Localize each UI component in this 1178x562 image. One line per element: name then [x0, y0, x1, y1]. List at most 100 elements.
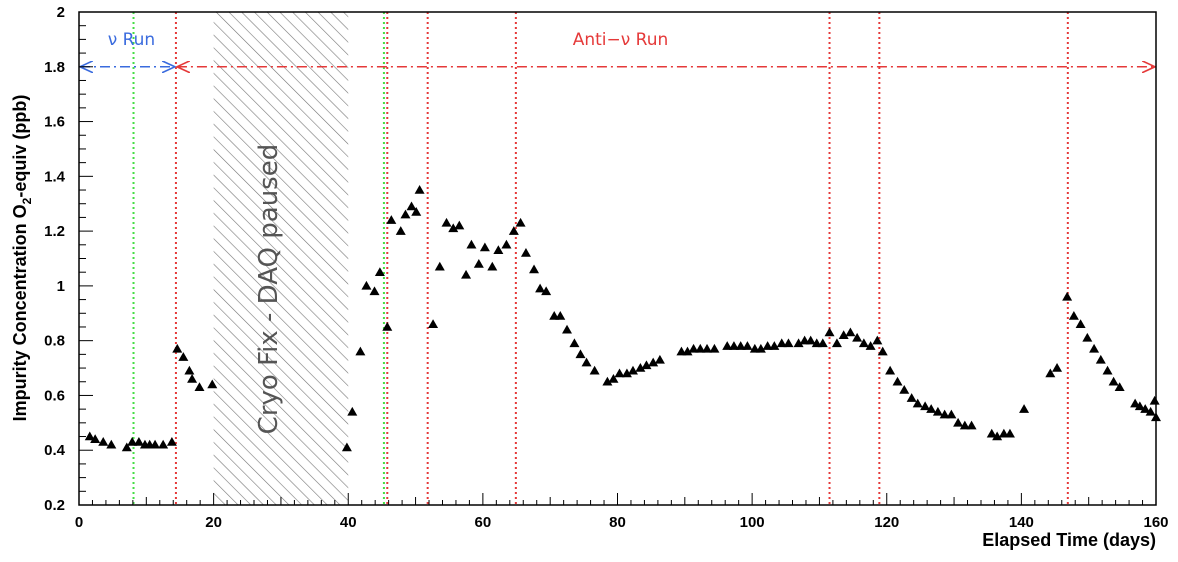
y-tick-label: 0.4: [44, 442, 66, 459]
data-point: [865, 341, 876, 350]
run-arrows-layer: ν Run Anti−ν Run: [80, 30, 1155, 67]
data-point: [441, 217, 452, 227]
data-point: [932, 406, 943, 416]
data-point: [682, 346, 693, 356]
data-point: [411, 206, 422, 216]
vertical-lines-layer: [132, 12, 1069, 505]
data-point: [831, 338, 842, 348]
data-point: [877, 346, 888, 356]
data-point: [783, 338, 794, 348]
data-point: [434, 261, 445, 271]
data-point: [805, 335, 816, 345]
data-point: [858, 338, 869, 348]
data-point: [635, 363, 646, 372]
data-point: [946, 409, 957, 419]
x-tick-label: 40: [340, 514, 357, 531]
data-point: [648, 357, 659, 367]
data-point: [953, 417, 964, 427]
data-point: [959, 420, 970, 430]
data-point: [817, 338, 828, 348]
y-axis-title-subscript: 2: [20, 197, 34, 204]
y-tick-label: 0.6: [44, 387, 65, 404]
y-axis-title: Impurity Concentration O2-equiv (ppb): [10, 95, 34, 422]
data-point: [150, 439, 161, 449]
data-point: [374, 267, 385, 276]
data-point: [769, 341, 780, 350]
x-axis-title: Elapsed Time (days): [982, 530, 1156, 550]
data-point: [838, 330, 849, 339]
data-point: [1045, 368, 1056, 378]
y-axis-title-tail: -equiv (ppb): [10, 95, 30, 198]
data-point: [654, 354, 665, 364]
data-point: [709, 343, 720, 353]
x-tick-label: 100: [740, 514, 765, 531]
data-point: [621, 368, 632, 378]
data-point: [575, 349, 586, 359]
x-tick-label: 0: [75, 514, 83, 531]
y-tick-label: 1.8: [44, 59, 65, 76]
x-tick-label: 60: [475, 514, 492, 531]
data-point: [1052, 363, 1063, 372]
data-point: [555, 311, 566, 320]
data-point: [386, 215, 397, 224]
data-point: [207, 379, 218, 389]
data-point: [414, 185, 425, 194]
data-point: [966, 420, 977, 430]
data-point: [776, 338, 787, 348]
data-point: [127, 437, 138, 446]
data-point: [992, 431, 1003, 441]
data-point: [1149, 395, 1160, 405]
data-point: [529, 264, 540, 274]
data-point: [347, 406, 358, 416]
data-point: [824, 327, 835, 337]
data-point: [1134, 401, 1145, 411]
data-point: [1108, 376, 1119, 386]
data-point: [454, 220, 465, 230]
data-point: [920, 401, 931, 411]
data-point: [541, 286, 552, 296]
x-tick-label: 120: [874, 514, 899, 531]
axes-layer: 0 20 40 60 80 100 120 140 160 0.2 0.4 0.6 0.8 1 1.2 1.4…: [44, 4, 1168, 531]
data-point: [702, 343, 713, 353]
y-axis-title-main: Impurity Concentration O: [10, 204, 30, 421]
y-tick-label: 0.8: [44, 333, 65, 350]
data-point: [84, 431, 95, 441]
data-point: [1075, 319, 1086, 328]
data-point: [133, 437, 144, 446]
data-point: [473, 258, 484, 268]
data-point: [520, 248, 531, 257]
data-point: [899, 384, 910, 394]
data-point: [479, 242, 490, 252]
data-point: [926, 404, 937, 413]
data-point: [1102, 365, 1113, 375]
data-point: [793, 338, 804, 348]
hatched-band-label: Cryo Fix - DAQ paused: [254, 144, 284, 435]
data-point: [762, 341, 773, 350]
data-point: [395, 226, 406, 235]
data-point: [581, 357, 592, 367]
data-point: [461, 269, 472, 279]
data-point: [728, 341, 739, 350]
data-point: [722, 341, 733, 350]
data-point: [158, 439, 169, 449]
data-point: [892, 376, 903, 386]
data-point: [341, 442, 352, 452]
y-tick-label: 1.2: [44, 223, 65, 240]
data-point: [187, 374, 198, 383]
data-point: [508, 226, 519, 235]
data-point: [361, 280, 372, 290]
y-tick-label: 2: [57, 4, 65, 21]
data-point: [1004, 428, 1015, 438]
data-point: [121, 442, 132, 452]
data-point: [939, 409, 950, 419]
data-point: [845, 327, 856, 337]
x-tick-label: 140: [1009, 514, 1034, 531]
data-point: [369, 286, 380, 296]
data-point: [1130, 398, 1141, 408]
data-point: [448, 223, 459, 233]
data-point: [608, 374, 619, 383]
data-point: [627, 365, 638, 375]
data-point: [742, 341, 753, 350]
data-point: [1089, 343, 1100, 353]
data-point: [90, 434, 101, 444]
